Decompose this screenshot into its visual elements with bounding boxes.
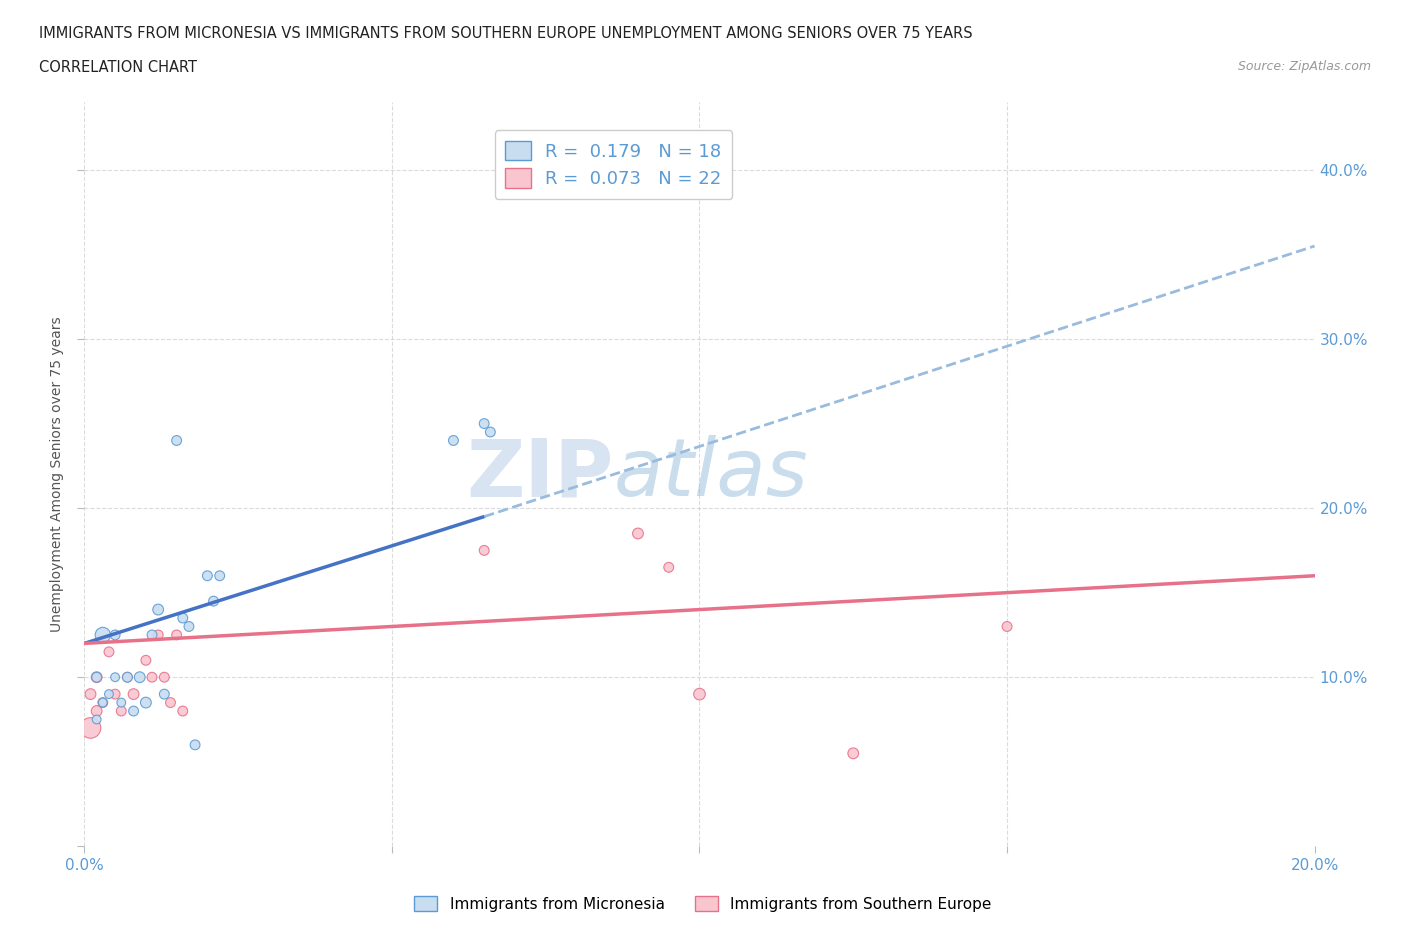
- Point: [135, 653, 157, 668]
- Point: [443, 433, 465, 448]
- Point: [153, 670, 176, 684]
- Point: [479, 425, 502, 440]
- Point: [166, 628, 188, 643]
- Point: [117, 670, 139, 684]
- Point: [627, 526, 650, 541]
- Point: [128, 670, 150, 684]
- Point: [208, 568, 231, 583]
- Point: [197, 568, 219, 583]
- Text: CORRELATION CHART: CORRELATION CHART: [39, 60, 197, 75]
- Point: [159, 695, 181, 710]
- Point: [472, 543, 495, 558]
- Point: [79, 721, 101, 736]
- Point: [141, 670, 163, 684]
- Point: [122, 704, 145, 719]
- Point: [79, 686, 101, 701]
- Point: [86, 704, 108, 719]
- Point: [110, 695, 132, 710]
- Point: [172, 704, 194, 719]
- Point: [995, 619, 1018, 634]
- Point: [472, 416, 495, 431]
- Point: [122, 686, 145, 701]
- Point: [98, 686, 121, 701]
- Text: Source: ZipAtlas.com: Source: ZipAtlas.com: [1237, 60, 1371, 73]
- Text: IMMIGRANTS FROM MICRONESIA VS IMMIGRANTS FROM SOUTHERN EUROPE UNEMPLOYMENT AMONG: IMMIGRANTS FROM MICRONESIA VS IMMIGRANTS…: [39, 26, 973, 41]
- Point: [202, 593, 225, 608]
- Text: atlas: atlas: [613, 435, 808, 513]
- Point: [153, 686, 176, 701]
- Point: [148, 628, 170, 643]
- Point: [91, 628, 114, 643]
- Point: [104, 628, 127, 643]
- Point: [91, 695, 114, 710]
- Point: [110, 704, 132, 719]
- Point: [98, 644, 121, 659]
- Point: [135, 695, 157, 710]
- Point: [166, 433, 188, 448]
- Point: [148, 602, 170, 617]
- Point: [842, 746, 865, 761]
- Point: [689, 686, 711, 701]
- Point: [91, 695, 114, 710]
- Point: [141, 628, 163, 643]
- Point: [86, 670, 108, 684]
- Y-axis label: Unemployment Among Seniors over 75 years: Unemployment Among Seniors over 75 years: [51, 316, 65, 632]
- Point: [86, 670, 108, 684]
- Point: [658, 560, 681, 575]
- Legend: R =  0.179   N = 18, R =  0.073   N = 22: R = 0.179 N = 18, R = 0.073 N = 22: [495, 130, 733, 199]
- Point: [184, 737, 207, 752]
- Point: [86, 712, 108, 727]
- Point: [172, 611, 194, 626]
- Point: [104, 686, 127, 701]
- Text: ZIP: ZIP: [467, 435, 613, 513]
- Point: [117, 670, 139, 684]
- Point: [177, 619, 200, 634]
- Legend: Immigrants from Micronesia, Immigrants from Southern Europe: Immigrants from Micronesia, Immigrants f…: [408, 889, 998, 918]
- Point: [104, 670, 127, 684]
